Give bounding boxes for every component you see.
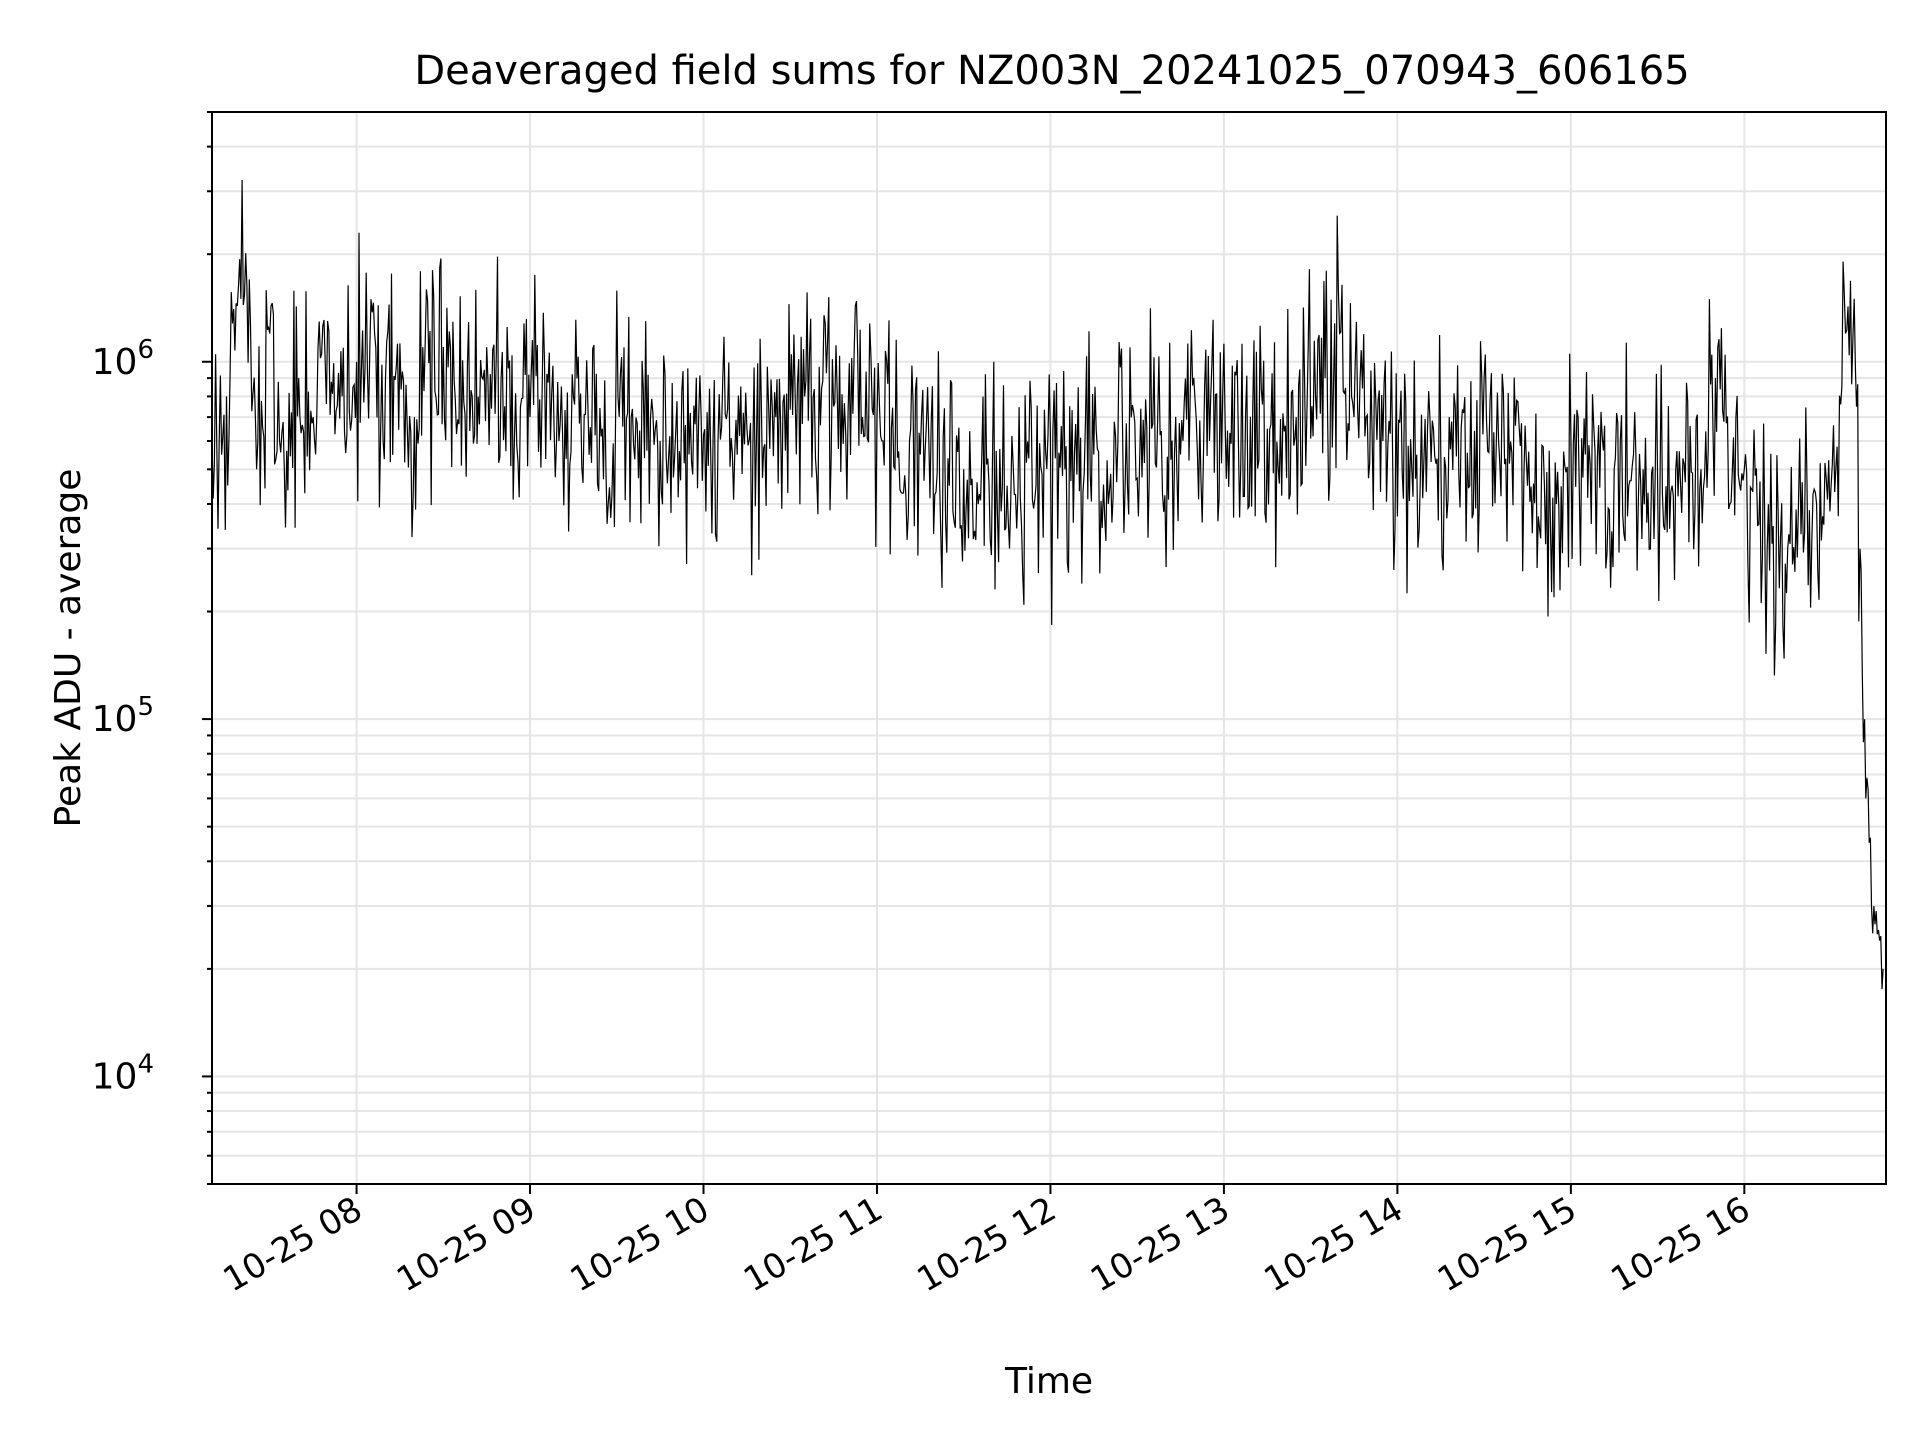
chart-title: Deaveraged field sums for NZ003N_2024102… [414, 48, 1689, 94]
series-line-group [211, 179, 1884, 990]
y-tick-label-base: 10 [92, 1056, 138, 1097]
y-tick-label-exponent: 5 [137, 692, 154, 722]
series-line [211, 179, 1884, 990]
y-tick-label: 106 [92, 335, 154, 383]
x-axis-label: Time [1004, 1361, 1093, 1402]
y-axis-label: Peak ADU - average [48, 469, 89, 828]
y-tick-label-base: 10 [92, 699, 138, 740]
y-tick-label-base: 10 [92, 342, 138, 383]
y-tick-label-exponent: 6 [137, 335, 154, 365]
plot-area-frame [211, 111, 1887, 1185]
y-tick-label: 105 [92, 692, 154, 740]
y-tick-label-exponent: 4 [137, 1049, 154, 1079]
y-tick-label: 104 [92, 1049, 154, 1097]
